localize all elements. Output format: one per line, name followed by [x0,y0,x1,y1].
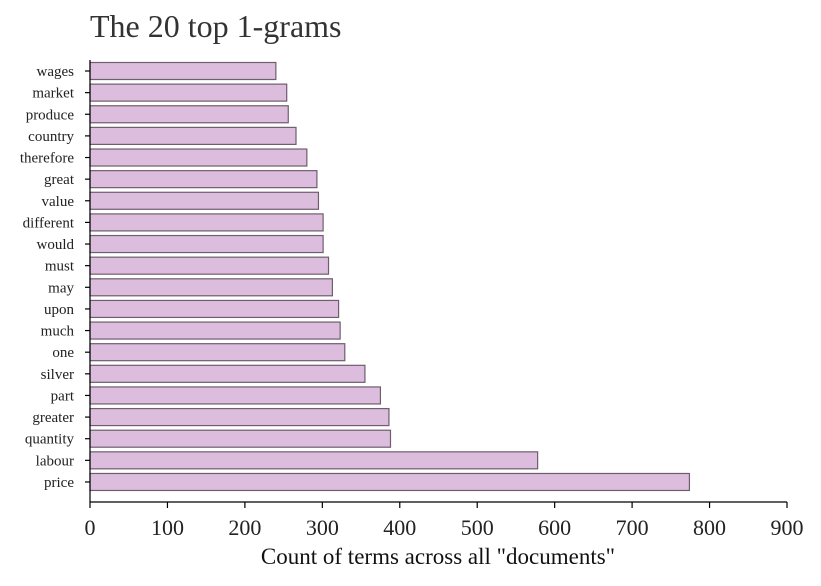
category-label-market: market [32,86,74,102]
x-tick-label: 800 [693,515,726,540]
category-label-value: value [42,194,75,210]
bar-produce [89,105,289,124]
bar-would [89,234,324,254]
x-tick-label: 400 [383,515,416,540]
category-label-labour: labour [36,453,74,469]
category-label-would: would [37,237,75,253]
x-tick-label: 0 [85,515,96,540]
x-tick-label: 600 [538,515,571,540]
bar-upon [89,299,340,319]
bar-may [89,278,334,297]
category-label-silver: silver [41,367,74,383]
x-tick-label: 700 [616,515,649,540]
bar-silver [89,364,366,383]
category-label-price: price [44,475,74,491]
bar-greater [89,407,390,427]
x-tick-label: 100 [151,515,184,540]
chart-title: The 20 top 1-grams [90,8,342,44]
bar-much [89,321,341,340]
x-tick-label: 500 [461,515,494,540]
x-tick-label: 900 [771,515,804,540]
bar-value [89,191,320,210]
bar-therefore [89,148,308,167]
category-label-greater: greater [32,410,74,426]
category-label-must: must [45,259,75,275]
x-tick-label: 300 [306,515,339,540]
category-label-part: part [51,388,75,404]
category-label-wages: wages [37,64,75,80]
bar-country [89,126,297,145]
category-label-great: great [44,172,75,188]
category-label-different: different [23,215,75,231]
category-label-upon: upon [44,302,75,318]
category-label-therefore: therefore [20,151,74,167]
category-label-produce: produce [26,107,75,123]
bar-market [89,83,288,102]
bar-great [89,170,318,189]
bar-must [89,256,330,275]
bar-price [89,472,691,492]
category-label-country: country [28,129,74,145]
bar-different [89,213,324,232]
category-label-much: much [41,324,75,340]
bar-quantity [89,429,392,448]
bars-group [89,61,691,492]
category-label-may: may [48,280,74,296]
category-label-quantity: quantity [25,432,75,448]
x-tick-label: 200 [228,515,261,540]
bar-one [89,343,346,362]
x-axis: 0 100 200 300 400 500 600 700 800 900 [85,501,804,540]
category-label-one: one [52,345,74,361]
category-labels: wages market produce country therefore great v… [20,64,90,491]
bar-labour [89,451,539,470]
x-axis-label: Count of terms across all "documents" [261,544,615,569]
bar-wages [89,61,277,81]
bar-part [89,386,382,405]
